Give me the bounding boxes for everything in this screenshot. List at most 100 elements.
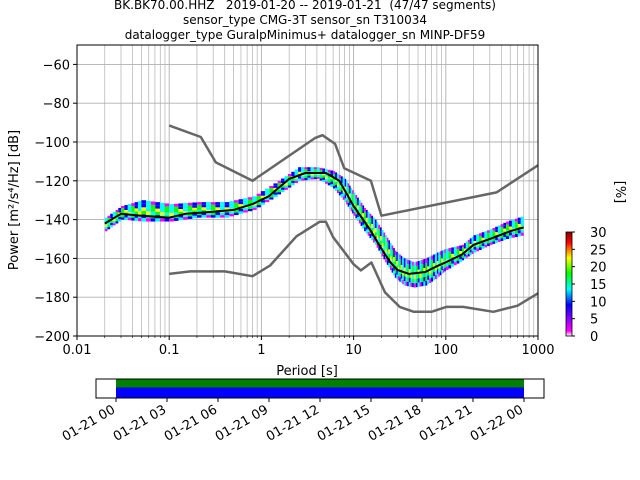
x-tick-label: 0.1 — [159, 343, 180, 358]
psd-cell — [374, 228, 377, 233]
psd-cell — [247, 201, 253, 205]
psd-cell — [196, 207, 202, 210]
psd-cell — [495, 237, 498, 241]
psd-cell — [442, 253, 445, 258]
x-tick-label: 0.01 — [63, 343, 92, 358]
psd-cell — [335, 184, 337, 188]
psd-cell — [423, 276, 426, 282]
psd-cell — [417, 260, 420, 266]
psd-cell — [364, 211, 366, 216]
psd-cell — [287, 183, 292, 186]
psd-cell — [469, 252, 472, 256]
psd-cell — [388, 262, 390, 268]
psd-cell — [350, 195, 353, 200]
psd-cell — [146, 200, 151, 205]
psd-cell — [215, 215, 221, 218]
psd-cell — [385, 248, 387, 254]
psd-cell — [367, 211, 370, 216]
psd-cell — [481, 234, 485, 238]
psd-cell — [362, 213, 365, 218]
psd-cell — [383, 241, 386, 246]
psd-cell — [423, 263, 426, 268]
psd-cell — [374, 232, 377, 237]
psd-cell — [206, 202, 211, 205]
psd-cell — [476, 239, 479, 243]
psd-cell — [478, 244, 482, 248]
psd-cell — [492, 230, 496, 234]
psd-cell — [393, 261, 395, 267]
psd-cell — [316, 173, 320, 175]
psd-cell — [281, 187, 285, 190]
psd-cell — [238, 199, 244, 202]
psd-cell — [439, 267, 442, 272]
psd-cell — [347, 198, 350, 203]
psd-cell — [473, 235, 477, 239]
psd-cell — [417, 269, 420, 274]
psd-cell — [445, 266, 449, 271]
psd-cell — [310, 177, 314, 180]
psd-cell — [410, 260, 413, 266]
psd-cell — [344, 186, 347, 191]
psd-cell — [349, 189, 351, 194]
psd-cell — [459, 245, 463, 249]
psd-cell — [284, 183, 288, 186]
psd-cell — [402, 266, 404, 271]
psd-cell — [405, 259, 408, 264]
psd-cell — [517, 223, 521, 228]
psd-cell — [444, 264, 446, 268]
psd-cell — [301, 176, 305, 179]
psd-cell — [229, 201, 234, 204]
psd-cell — [453, 262, 457, 266]
psd-cell — [310, 169, 314, 172]
psd-cell — [319, 178, 323, 181]
psd-cell — [164, 206, 170, 210]
psd-cell — [381, 238, 384, 244]
psd-cell — [441, 270, 443, 274]
psd-cell — [298, 167, 302, 170]
psd-cell — [497, 230, 501, 234]
psd-cell — [233, 210, 239, 213]
psd-cell — [453, 259, 457, 263]
psd-cell — [473, 238, 477, 241]
psd-cell — [421, 268, 424, 273]
psd-cell — [364, 223, 366, 228]
psd-cell — [164, 212, 170, 216]
psd-cell — [378, 237, 381, 243]
psd-cell — [389, 265, 392, 271]
psd-cell — [319, 176, 323, 179]
psd-cell — [127, 209, 132, 213]
psd-cell — [346, 185, 348, 189]
psd-cell — [413, 283, 416, 288]
psd-cell — [238, 211, 244, 214]
psd-cell — [408, 260, 411, 265]
psd-cell — [353, 196, 356, 201]
psd-cell — [389, 251, 392, 257]
psd-cell — [360, 222, 363, 227]
psd-cell — [252, 196, 257, 199]
psd-cell — [215, 212, 221, 216]
psd-cell — [476, 248, 479, 252]
psd-cell — [403, 276, 406, 282]
psd-cell — [412, 278, 414, 283]
psd-cell — [365, 229, 368, 234]
psd-cell — [273, 185, 278, 188]
psd-cell — [169, 204, 174, 207]
psd-cell — [229, 203, 234, 207]
y-tick-label: −140 — [34, 214, 70, 229]
psd-cell — [169, 212, 174, 216]
psd-cell — [301, 169, 305, 172]
psd-cell — [304, 177, 308, 181]
psd-cell — [362, 220, 365, 225]
psd-cell — [380, 249, 382, 254]
psd-cell — [357, 205, 359, 210]
psd-cell — [463, 248, 466, 252]
psd-cell — [358, 204, 361, 208]
psd-cell — [159, 212, 165, 216]
psd-cell — [169, 206, 174, 210]
psd-cell — [388, 253, 390, 259]
psd-cell — [138, 204, 142, 208]
psd-cell — [407, 277, 409, 282]
psd-cell — [427, 270, 430, 276]
psd-cell — [294, 169, 299, 172]
psd-cell — [110, 222, 113, 226]
